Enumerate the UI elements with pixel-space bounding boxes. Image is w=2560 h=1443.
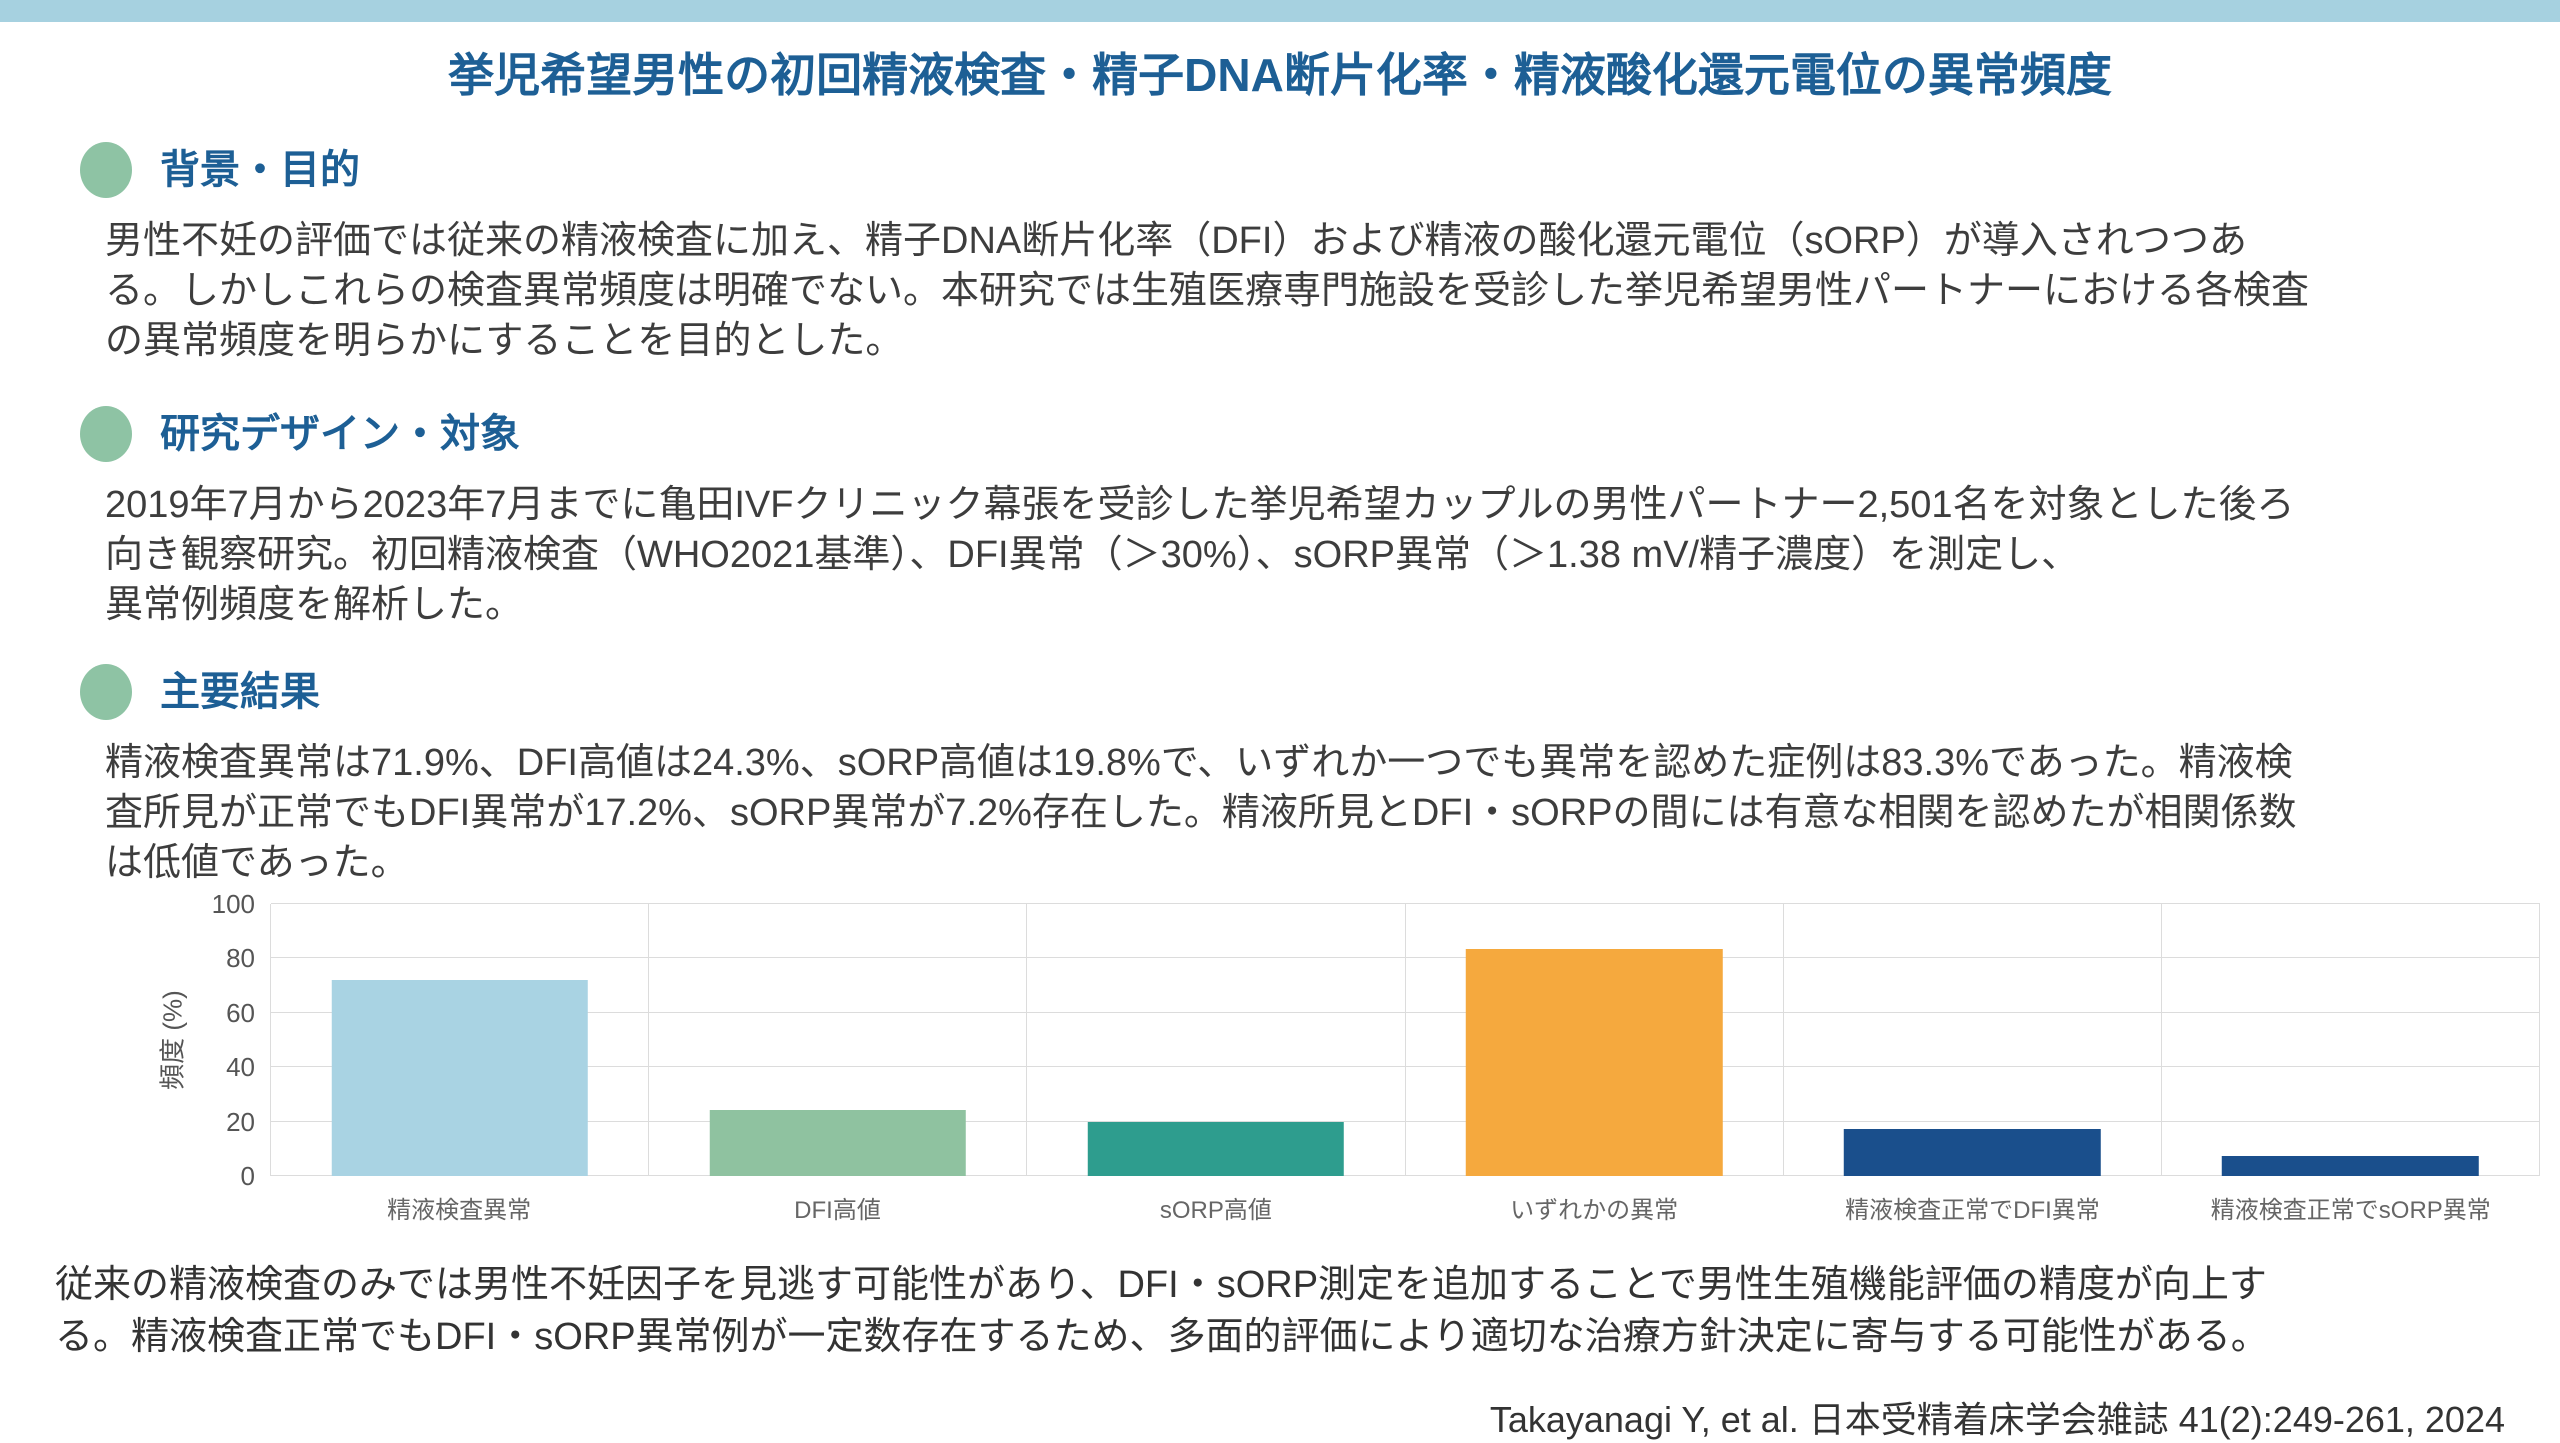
bar-cell — [1027, 904, 1406, 1176]
bar-cell — [1784, 904, 2162, 1176]
gridline — [271, 903, 2540, 904]
bar-label: 精液検査異常 — [387, 1197, 532, 1224]
bar-cell — [2162, 904, 2541, 1176]
section-results-header: 主要結果 — [80, 664, 2500, 720]
top-accent-bar — [0, 0, 2560, 22]
section-background: 背景・目的 男性不妊の評価では従来の精液検査に加え、精子DNA断片化率（DFI）… — [80, 142, 2500, 366]
y-axis-label: 頻度 (%) — [157, 990, 188, 1090]
section-heading: 研究デザイン・対象 — [160, 412, 520, 456]
bar-label: DFI高値 — [794, 1197, 881, 1224]
section-body: 男性不妊の評価では従来の精液検査に加え、精子DNA断片化率（DFI）および精液の… — [105, 220, 2310, 362]
green-dot-icon — [80, 406, 132, 462]
bar-cell — [271, 904, 650, 1176]
bar-4 — [1465, 949, 1723, 1176]
bar-2 — [709, 1109, 966, 1176]
bar-5 — [1844, 1129, 2101, 1176]
section-design: 研究デザイン・対象 2019年7月から2023年7月までに亀田IVFクリニック幕… — [80, 406, 2500, 630]
y-tick-label: 0 — [240, 1161, 255, 1191]
conclusion-text: 従来の精液検査のみでは男性不妊因子を見逃す可能性があり、DFI・sORP測定を追… — [55, 1264, 2269, 1358]
green-dot-icon — [80, 664, 132, 720]
y-tick-label: 100 — [211, 889, 255, 919]
section-heading: 背景・目的 — [160, 148, 360, 192]
bar-cell — [649, 904, 1028, 1176]
y-tick-label: 40 — [226, 1052, 255, 1083]
y-tick-label: 80 — [226, 943, 255, 974]
chart-plot: 頻度 (%) 0 20 40 60 80 100 — [158, 891, 2541, 1189]
section-body: 2019年7月から2023年7月までに亀田IVFクリニック幕張を受診した挙児希望… — [105, 484, 2295, 626]
section-design-header: 研究デザイン・対象 — [80, 406, 2500, 462]
section-background-header: 背景・目的 — [80, 142, 2500, 198]
section-results: 主要結果 精液検査異常は71.9%、DFI高値は24.3%、sORP高値は19.… — [80, 664, 2500, 888]
y-tick-label: 60 — [226, 997, 255, 1028]
page-title: 挙児希望男性の初回精液検査・精子DNA断片化率・精液酸化還元電位の異常頻度 — [448, 49, 2112, 101]
section-body: 精液検査異常は71.9%、DFI高値は24.3%、sORP高値は19.8%で、い… — [105, 742, 2297, 884]
section-heading: 主要結果 — [160, 670, 320, 714]
bar-label: いずれかの異常 — [1510, 1197, 1679, 1224]
bar-label: 精液検査正常でDFI異常 — [1845, 1197, 2100, 1224]
chart-category-labels: 精液検査異常 DFI高値 sORP高値 いずれかの異常 精液検査正常でDFI異常 精液検査… — [270, 1176, 2540, 1225]
bar-label: sORP高値 — [1159, 1197, 1272, 1224]
bar-3 — [1087, 1122, 1345, 1176]
green-dot-icon — [80, 142, 132, 198]
bar-label: 精液検査正常でsORP異常 — [2210, 1197, 2491, 1224]
bar-cell — [1406, 904, 1784, 1176]
bar-1 — [331, 980, 588, 1176]
frequency-bar-chart: 頻度 (%) 0 20 40 60 80 100 精液検査異常 DFI高値 sORP高値 いずれ… — [0, 891, 2541, 1225]
citation-text: Takayanagi Y, et al. 日本受精着床学会雑誌 41(2):24… — [1489, 1399, 2505, 1440]
y-tick-label: 20 — [226, 1106, 255, 1137]
bar-6 — [2222, 1156, 2479, 1176]
